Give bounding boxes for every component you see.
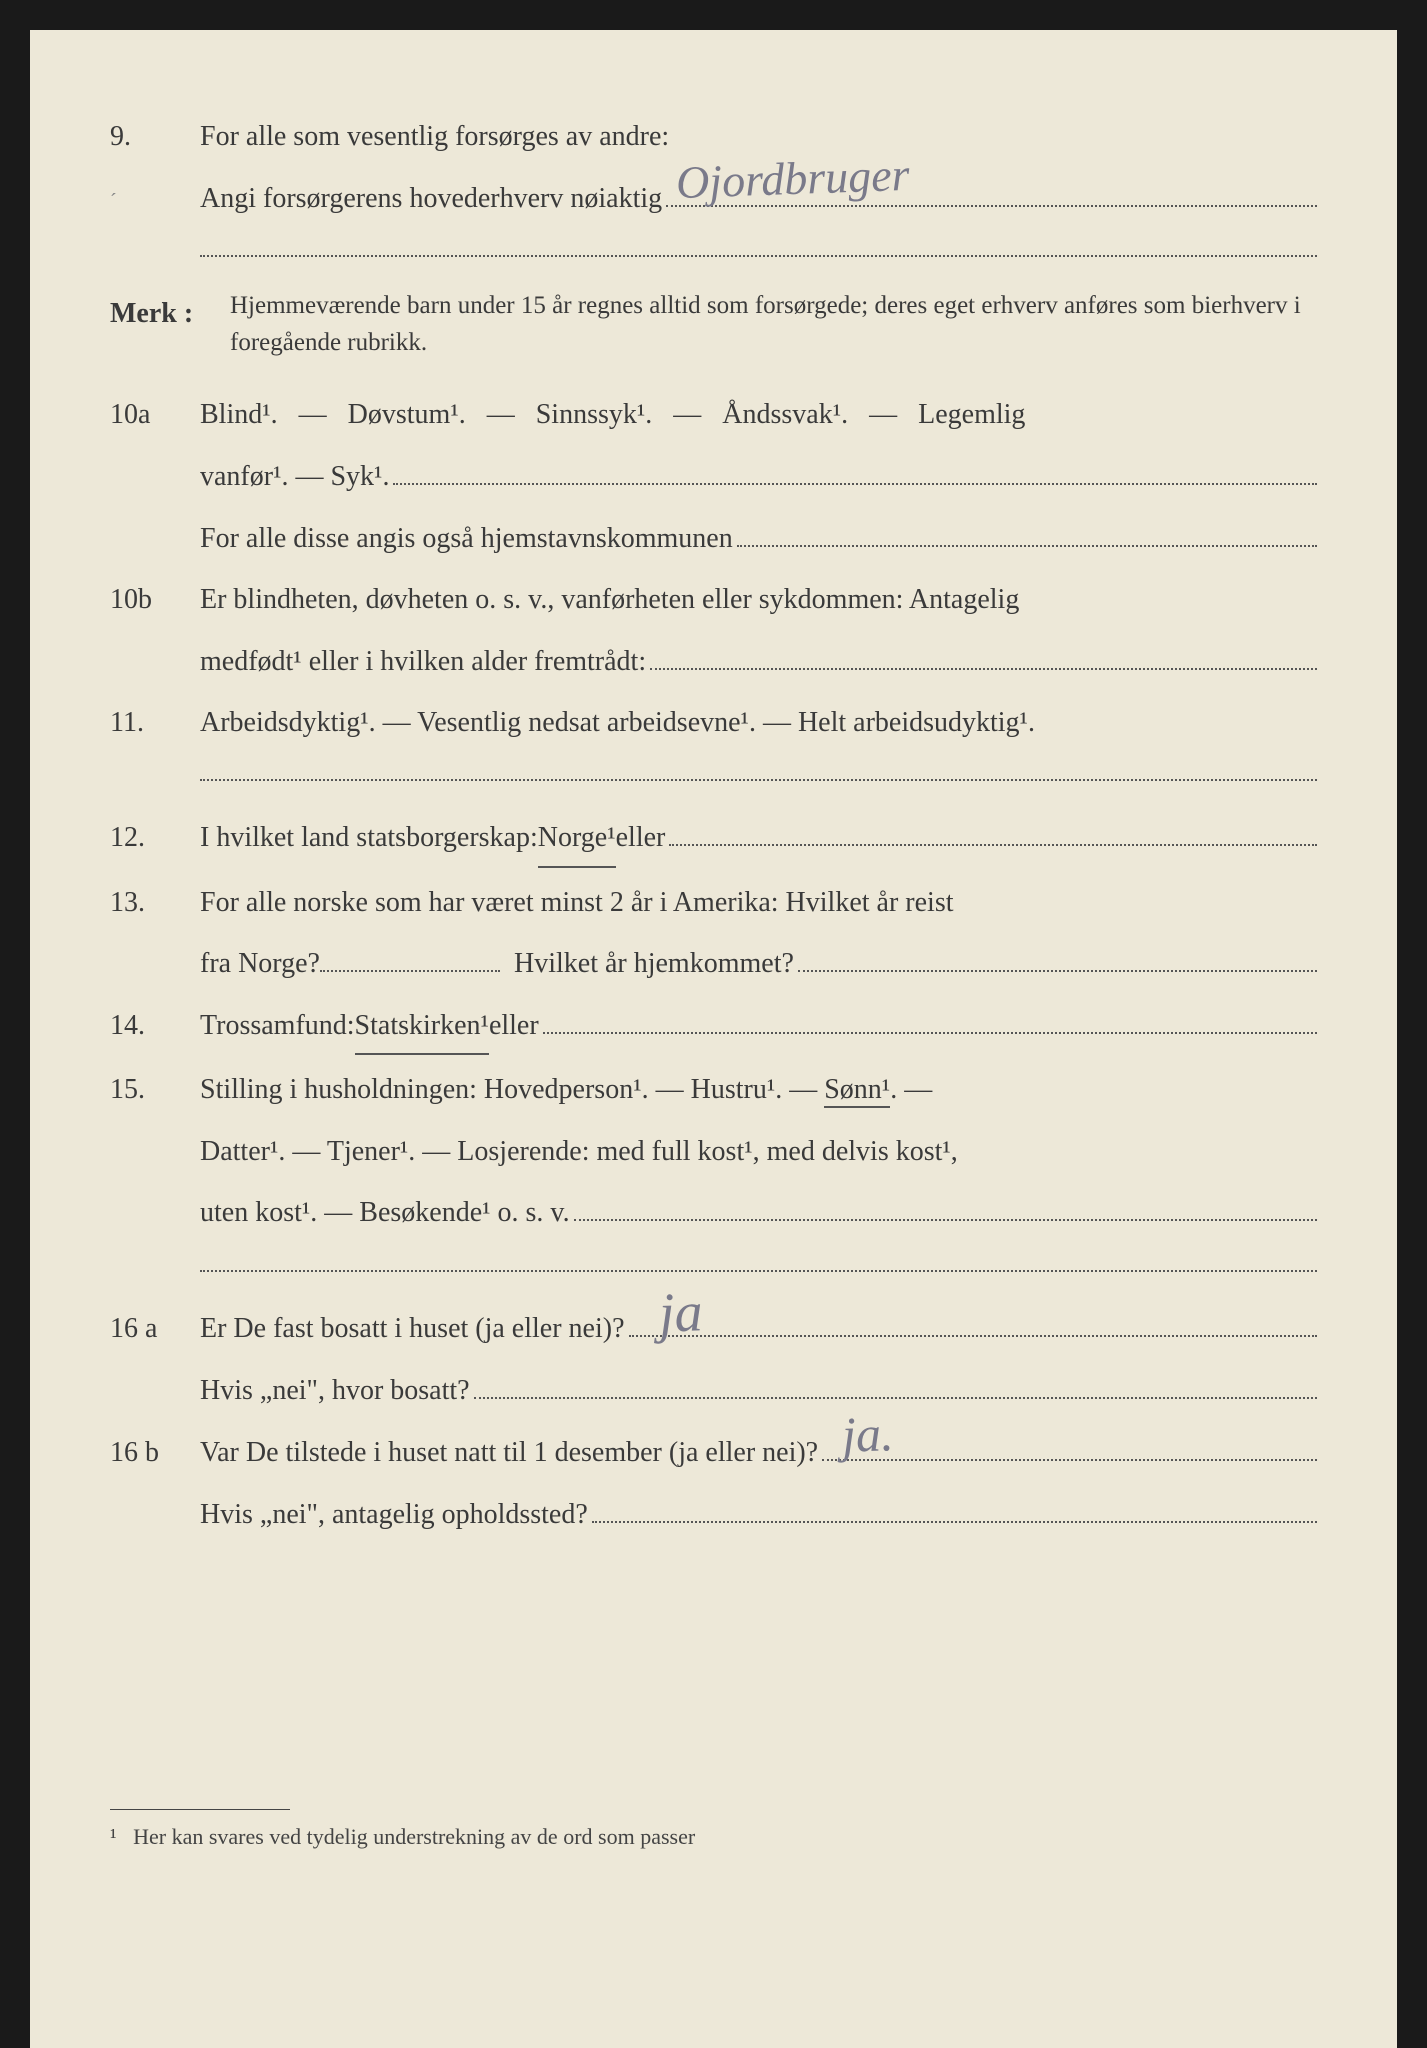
q15-l1b: . —: [890, 1074, 932, 1105]
q10b-line2: medfødt¹ eller i hvilken alder fremtrådt…: [200, 634, 1317, 688]
q12-post: eller: [616, 811, 666, 864]
q11-text: Arbeidsdyktig¹. — Vesentlig nedsat arbei…: [200, 696, 1317, 749]
q16b-handwritten-answer: ja.: [840, 1386, 895, 1483]
divider-after-q11: [200, 779, 1317, 781]
q10a-line1: 10a Blind¹. — Døvstum¹. — Sinnssyk¹. — Å…: [110, 388, 1317, 441]
footnote-rule: [110, 1809, 290, 1810]
opt-vanfor: vanfør¹.: [200, 450, 288, 503]
opt-dovstum: Døvstum¹.: [348, 399, 466, 430]
q9-blank: Ojordbruger: [666, 171, 1317, 207]
q15-text2: Datter¹. — Tjener¹. — Losjerende: med fu…: [200, 1125, 958, 1178]
q10b-blank: [650, 634, 1317, 670]
q16a-text2: Hvis „nei", hvor bosatt?: [200, 1364, 470, 1417]
q15-line1: 15. Stilling i husholdningen: Hovedperso…: [110, 1063, 1317, 1116]
q15-line3: uten kost¹. — Besøkende¹ o. s. v.: [200, 1186, 1317, 1240]
q16a-handwritten-answer: ja: [657, 1259, 704, 1367]
q14-post: eller: [489, 999, 539, 1052]
opt-legemlig: Legemlig: [918, 399, 1025, 430]
q12-pre: I hvilket land statsborgerskap:: [200, 811, 538, 864]
q10a-line2: vanfør¹. — Syk¹.: [200, 449, 1317, 503]
q10b-text2: medfødt¹ eller i hvilken alder fremtrådt…: [200, 635, 646, 688]
q12-row: 12. I hvilket land statsborgerskap: Norg…: [110, 811, 1317, 868]
q15-number: 15.: [110, 1063, 200, 1116]
q16a-line2: Hvis „nei", hvor bosatt?: [200, 1363, 1317, 1417]
q16b-number: 16 b: [110, 1426, 200, 1479]
q15-line2: Datter¹. — Tjener¹. — Losjerende: med fu…: [200, 1125, 1317, 1178]
q12-blank: [669, 811, 1317, 847]
q14-pre: Trossamfund:: [200, 999, 355, 1052]
q13-text2b: Hvilket år hjemkommet?: [514, 937, 794, 990]
divider-after-q15: [200, 1270, 1317, 1272]
q10b-line1: 10b Er blindheten, døvheten o. s. v., va…: [110, 573, 1317, 626]
opt-syk: Syk¹.: [330, 450, 389, 503]
q13-line1: 13. For alle norske som har været minst …: [110, 876, 1317, 929]
q10a-line3: For alle disse angis også hjemstavnskomm…: [200, 511, 1317, 565]
q9-handwritten-answer: Ojordbruger: [675, 131, 911, 226]
q15-sonn: Sønn¹: [824, 1074, 890, 1108]
q13-blank1: [320, 970, 500, 972]
q9-line2: ´ Angi forsørgerens hovederhverv nøiakti…: [110, 171, 1317, 225]
opt-sinnssyk: Sinnssyk¹.: [536, 399, 653, 430]
q9-number: 9.: [110, 110, 200, 163]
q16a-blank2: [474, 1363, 1317, 1399]
q15-text3: uten kost¹. — Besøkende¹ o. s. v.: [200, 1186, 570, 1239]
merk-text: Hjemmeværende barn under 15 år regnes al…: [230, 287, 1317, 362]
footnote-marker: ¹: [110, 1824, 117, 1849]
q10a-number: 10a: [110, 388, 200, 441]
q10a-blank: [393, 449, 1317, 485]
merk-label: Merk :: [110, 287, 230, 340]
q15-blank: [574, 1186, 1317, 1222]
q13-line2: fra Norge? Hvilket år hjemkommet?: [200, 937, 1317, 991]
q10b-text1: Er blindheten, døvheten o. s. v., vanfør…: [200, 573, 1317, 626]
merk-row: Merk : Hjemmeværende barn under 15 år re…: [110, 287, 1317, 362]
q14-number: 14.: [110, 999, 200, 1052]
q9-dash: ´: [110, 182, 200, 220]
q13-text1: For alle norske som har været minst 2 år…: [200, 876, 1317, 929]
divider-after-q9: [200, 255, 1317, 257]
q16b-text2: Hvis „nei", antagelig opholdssted?: [200, 1488, 588, 1541]
q16a-line1: 16 a Er De fast bosatt i huset (ja eller…: [110, 1302, 1317, 1356]
q10a-options-1: Blind¹. — Døvstum¹. — Sinnssyk¹. — Åndss…: [200, 388, 1317, 441]
q13-text2a: fra Norge?: [200, 937, 320, 990]
q10b-number: 10b: [110, 573, 200, 626]
opt-andssvak: Åndssvak¹.: [722, 399, 848, 430]
q13-number: 13.: [110, 876, 200, 929]
q16a-text1: Er De fast bosatt i huset (ja eller nei)…: [200, 1302, 625, 1355]
scanned-form-page: 9. For alle som vesentlig forsørges av a…: [30, 30, 1397, 2048]
footnote-text: Her kan svares ved tydelig understreknin…: [133, 1824, 695, 1849]
q12-norge: Norge¹: [538, 811, 616, 867]
footnote: ¹ Her kan svares ved tydelig understrekn…: [110, 1816, 1317, 1858]
q10a-text3: For alle disse angis også hjemstavnskomm…: [200, 512, 733, 565]
q16b-blank2: [592, 1487, 1317, 1523]
q16b-line1: 16 b Var De tilstede i huset natt til 1 …: [110, 1425, 1317, 1479]
q12-number: 12.: [110, 811, 200, 864]
q9-text2: Angi forsørgerens hovederhverv nøiaktig: [200, 172, 662, 225]
q10a-blank2: [737, 511, 1317, 547]
q16b-blank1: ja.: [822, 1425, 1317, 1461]
q15-text1: Stilling i husholdningen: Hovedperson¹. …: [200, 1063, 1317, 1116]
q14-statskirken: Statskirken¹: [355, 999, 489, 1055]
opt-blind: Blind¹.: [200, 399, 278, 430]
q14-row: 14. Trossamfund: Statskirken¹ eller: [110, 999, 1317, 1056]
q15-l1a: Stilling i husholdningen: Hovedperson¹. …: [200, 1074, 824, 1105]
q16a-number: 16 a: [110, 1302, 200, 1355]
q14-blank: [543, 999, 1317, 1035]
q16a-blank1: ja: [629, 1302, 1318, 1338]
q11-row: 11. Arbeidsdyktig¹. — Vesentlig nedsat a…: [110, 696, 1317, 749]
q16b-text1: Var De tilstede i huset natt til 1 desem…: [200, 1426, 818, 1479]
q16b-line2: Hvis „nei", antagelig opholdssted?: [200, 1487, 1317, 1541]
q11-number: 11.: [110, 696, 200, 749]
q13-blank2: [798, 937, 1317, 973]
